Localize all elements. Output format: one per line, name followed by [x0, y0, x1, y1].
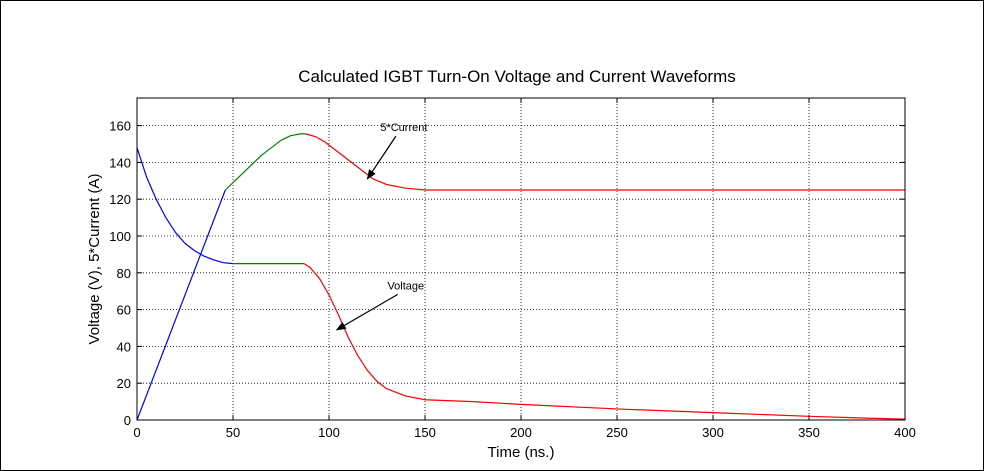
x-tick-label: 0: [133, 425, 140, 440]
x-tick-label: 50: [226, 425, 240, 440]
annotation-arrow: [366, 135, 397, 180]
y-tick-label: 80: [117, 266, 131, 281]
annotation-arrow: [335, 293, 399, 331]
chart-title: Calculated IGBT Turn-On Voltage and Curr…: [298, 67, 735, 86]
y-axis: 0 20 40 60 80 100 120 140 160: [109, 119, 905, 428]
annotation-5-current: 5*Current: [380, 122, 427, 134]
annotation-layer: 5*Current Voltage: [335, 122, 427, 331]
voltage-line-segment: [303, 263, 906, 420]
y-tick-label: 0: [124, 413, 131, 428]
annotation-voltage: Voltage: [387, 280, 424, 292]
y-tick-label: 100: [109, 229, 131, 244]
series-layer: [136, 133, 906, 421]
x-tick-label: 250: [606, 425, 628, 440]
y-tick-label: 20: [117, 376, 131, 391]
series-5-current: [136, 133, 905, 421]
x-tick-label: 200: [510, 425, 532, 440]
5-current-line-segment: [136, 189, 226, 421]
y-tick-label: 140: [109, 155, 131, 170]
x-tick-label: 300: [702, 425, 724, 440]
x-tick-label: 150: [414, 425, 436, 440]
y-tick-label: 60: [117, 303, 131, 318]
series-voltage: [136, 147, 906, 420]
plot-area: [137, 98, 905, 420]
x-axis-label: Time (ns.): [488, 444, 555, 461]
x-axis: 0 50 100 150 200 250 300 350 400: [133, 98, 916, 440]
y-tick-label: 40: [117, 339, 131, 354]
y-axis-label: Voltage (V), 5*Current (A): [86, 174, 103, 345]
x-tick-label: 400: [894, 425, 916, 440]
5-current-line-segment: [224, 133, 306, 191]
x-tick-label: 100: [318, 425, 340, 440]
y-tick-label: 120: [109, 192, 131, 207]
voltage-line-segment: [136, 147, 234, 265]
5-current-line-segment: [305, 133, 905, 191]
y-tick-label: 160: [109, 119, 131, 134]
grid: [137, 98, 905, 420]
x-tick-label: 350: [798, 425, 820, 440]
